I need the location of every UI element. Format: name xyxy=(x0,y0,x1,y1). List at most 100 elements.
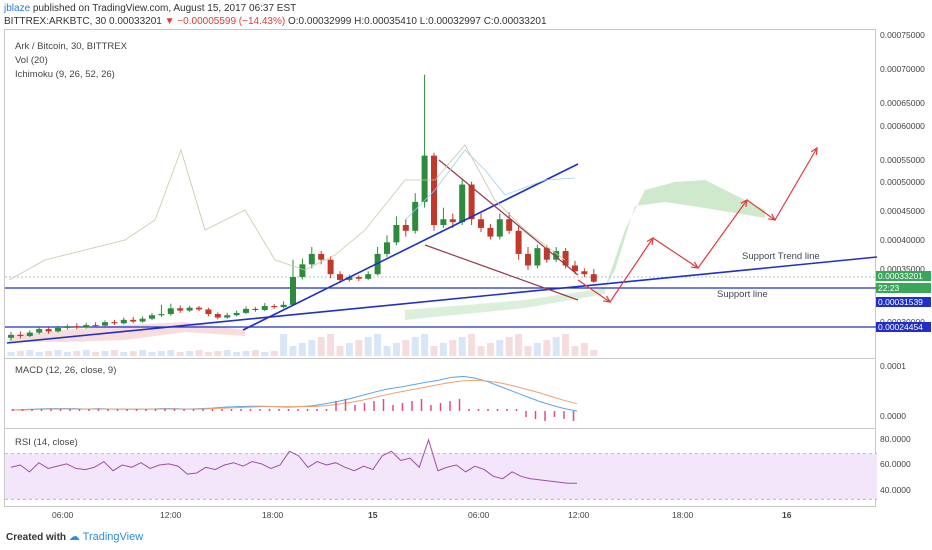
candle-body xyxy=(186,307,193,311)
candle-body xyxy=(26,332,33,337)
volume-bar xyxy=(533,343,541,356)
candle-body xyxy=(111,322,118,324)
volume-bar xyxy=(101,351,109,356)
falling-wedge-bottom xyxy=(424,244,579,301)
candle-body xyxy=(224,315,231,318)
price-tick-label: 0.00040000 xyxy=(880,235,925,245)
volume-bar xyxy=(214,351,222,356)
volume-bar xyxy=(167,350,175,356)
last-price: 0.00033201 xyxy=(109,16,162,27)
candle-body xyxy=(261,305,268,311)
candle-body xyxy=(393,225,400,243)
macd-pane[interactable]: MACD (12, 26, close, 9) xyxy=(4,359,876,429)
candle-body xyxy=(196,307,202,310)
volume-bar xyxy=(120,352,128,356)
rsi-tick-label: 80.0000 xyxy=(880,434,911,444)
candle-body xyxy=(487,227,494,237)
volume-bar xyxy=(486,343,494,356)
candle-body xyxy=(365,274,372,279)
volume-bar xyxy=(157,351,165,356)
support-line-label: Support line xyxy=(717,289,768,300)
candle-body xyxy=(299,264,306,278)
rising-trend-line xyxy=(242,163,579,331)
time-tick-label: 06:00 xyxy=(468,510,490,520)
volume-bar xyxy=(176,352,184,356)
candle-body xyxy=(543,248,550,260)
time-tick-label: 15 xyxy=(368,510,378,520)
volume-bar xyxy=(298,343,306,356)
volume-bar xyxy=(82,350,90,356)
candle-body xyxy=(280,304,287,308)
volume-bar xyxy=(345,343,353,356)
volume-bar xyxy=(54,350,62,356)
support-trend-label: Support Trend line xyxy=(742,251,820,262)
projection-arrow xyxy=(774,147,818,221)
time-tick-label: 12:00 xyxy=(568,510,590,520)
candle-body xyxy=(496,219,503,237)
volume-bar xyxy=(242,351,250,356)
rsi-line xyxy=(10,438,577,484)
volume-bar xyxy=(148,352,156,356)
volume-bar xyxy=(374,334,382,356)
candle-body xyxy=(431,155,437,226)
rsi-chart xyxy=(5,438,877,500)
volume-bar xyxy=(129,351,137,356)
candle-body xyxy=(562,251,569,266)
chart-title: Ark / Bitcoin, 30, BITTREX xyxy=(15,41,127,52)
volume-bar xyxy=(355,340,363,356)
volume-bar xyxy=(270,351,278,356)
candle-body xyxy=(534,248,541,266)
volume-bar xyxy=(233,352,241,356)
volume-bar xyxy=(580,343,588,356)
volume-bar xyxy=(336,346,344,356)
candle-body xyxy=(468,184,475,220)
candle-body xyxy=(233,312,240,316)
support-trend-line xyxy=(6,256,877,344)
candle-body xyxy=(440,219,447,226)
volume-bar xyxy=(73,351,81,356)
volume-bar xyxy=(515,334,523,356)
publish-line: jblaze published on TradingView.com, Aug… xyxy=(4,3,296,14)
candle-body xyxy=(572,265,578,272)
volume-bar xyxy=(458,337,466,356)
brand-name: TradingView xyxy=(82,531,144,543)
candle-body xyxy=(590,274,597,282)
lagging-span xyxy=(8,144,566,281)
volume-bar xyxy=(110,350,118,356)
projection-arrow xyxy=(577,279,611,303)
volume-bar xyxy=(392,343,400,356)
created-with: Created with xyxy=(6,532,67,543)
candle-body xyxy=(318,253,325,260)
volume-bar xyxy=(7,352,15,356)
candle-body xyxy=(17,334,24,337)
candle-body xyxy=(337,274,343,280)
time-tick-label: 18:00 xyxy=(262,510,284,520)
volume-legend: Vol (20) xyxy=(15,55,48,66)
support-price-tag: 0.00031539 xyxy=(876,297,931,307)
candle-body xyxy=(553,251,560,260)
volume-bar xyxy=(449,340,457,356)
rsi-pane[interactable]: RSI (14, close) xyxy=(4,429,877,507)
tradingview-logo[interactable]: ☁ TradingView xyxy=(68,531,144,543)
last-price-tag: 0.00033201 xyxy=(876,271,931,281)
rsi-band xyxy=(5,453,877,500)
macd-tick-label: 0.0000 xyxy=(880,411,906,421)
candle-body xyxy=(581,271,588,275)
main-chart-pane[interactable]: Ark / Bitcoin, 30, BITTREX Vol (20) Ichi… xyxy=(4,29,877,359)
volume-bar xyxy=(477,346,485,356)
projection-arrow xyxy=(652,237,699,269)
macd-legend: MACD (12, 26, close, 9) xyxy=(15,365,117,376)
price-tick-label: 0.00055000 xyxy=(880,155,925,165)
price-axis[interactable]: 0.00075000 0.00070000 0.00065000 0.00060000… xyxy=(876,29,932,507)
volume-bar xyxy=(543,340,551,356)
candle-body xyxy=(177,308,184,311)
volume-bar xyxy=(402,340,410,356)
candle-body xyxy=(402,225,409,231)
author-link[interactable]: jblaze xyxy=(4,3,31,14)
candle-body xyxy=(205,309,212,315)
time-axis[interactable]: 06:00 12:00 18:00 15 06:00 12:00 18:00 16 xyxy=(4,507,876,525)
candle-body xyxy=(45,329,52,332)
arrow-head xyxy=(810,146,818,156)
volume-bar xyxy=(383,346,391,356)
price-tick-label: 0.00065000 xyxy=(880,98,925,108)
